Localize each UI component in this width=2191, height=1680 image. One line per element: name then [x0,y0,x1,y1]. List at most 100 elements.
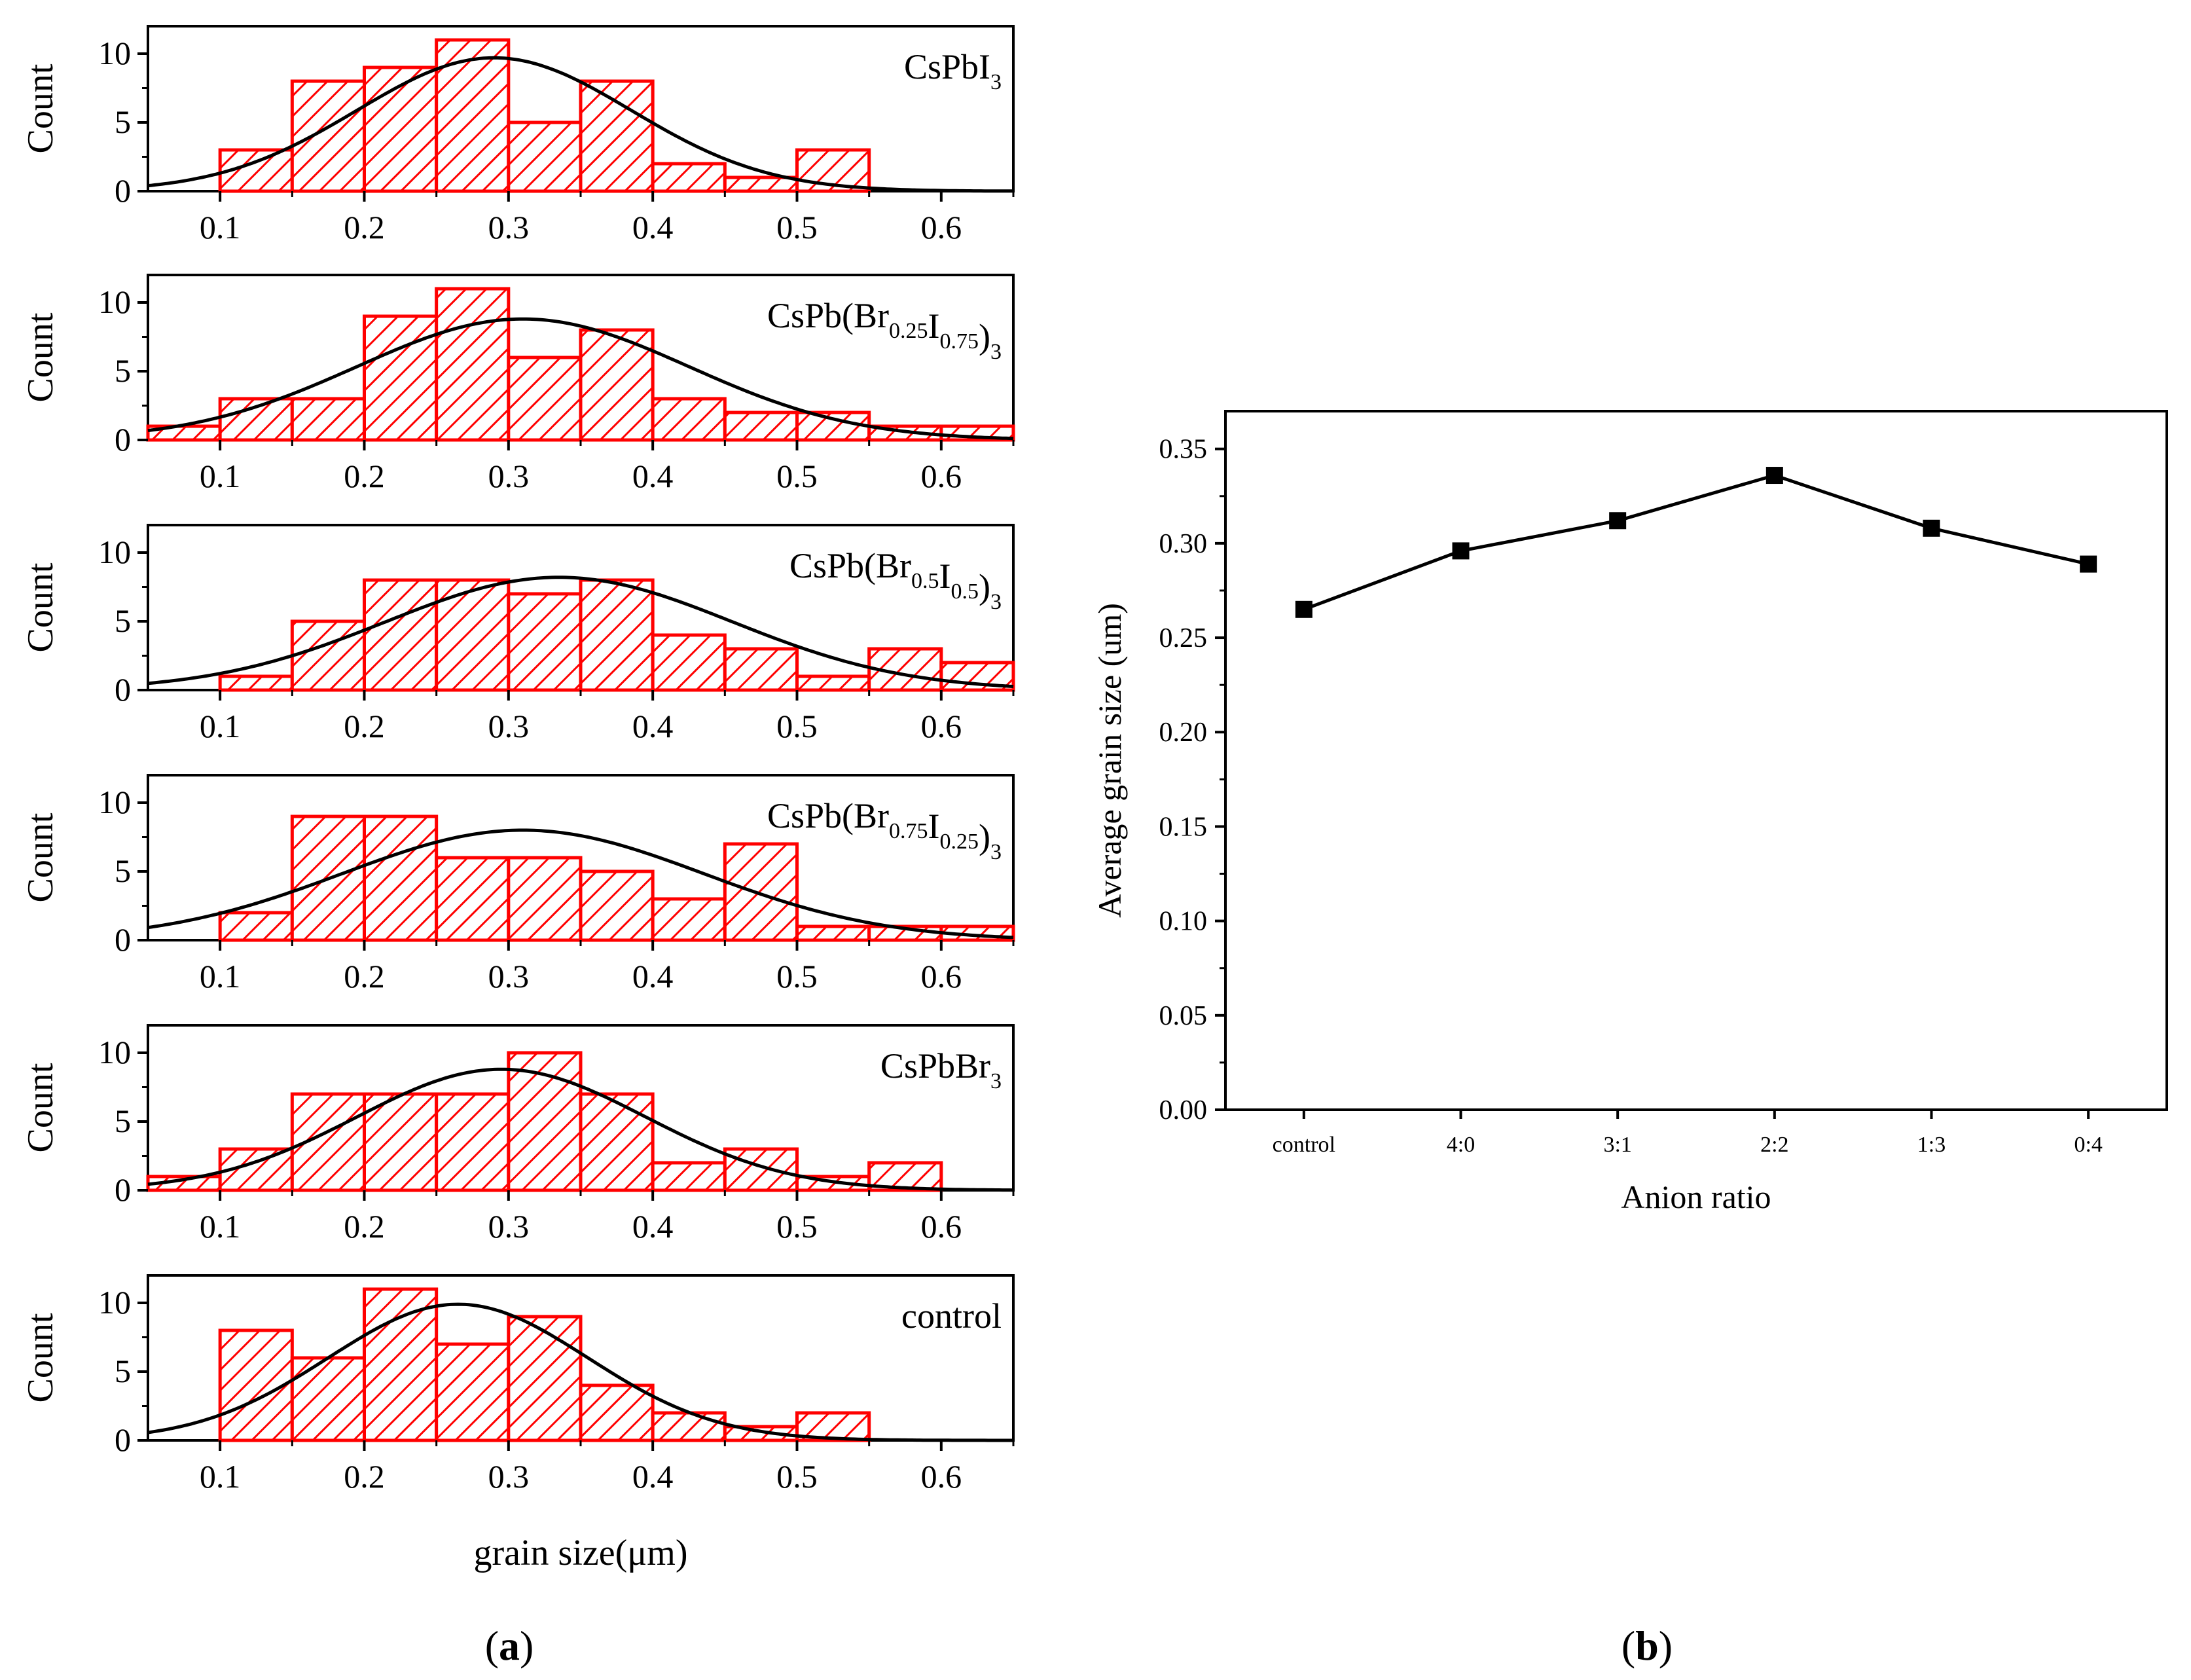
x-tick-label: 0.3 [488,708,530,744]
x-tick-label: 0.4 [632,1458,674,1495]
data-point-marker [1452,542,1470,560]
histogram-subplot-2: 0.1 0.2 0.3 0.4 0.5 0.6 0 5 10 Count CsPb(Br0.25I0… [20,274,1015,494]
gaussian-fit-curve [147,828,1014,940]
histogram-bar [651,633,727,692]
x-tick-label: 0.2 [344,209,385,246]
data-point-marker [1923,519,1940,537]
label-text: control [901,1296,1002,1336]
composition-label: CsPb(Br0.25I0.75)3 [767,296,1002,364]
x-tick-label: 0.4 [632,209,674,246]
histogram-bar [723,175,799,193]
histogram-bar [507,1315,583,1442]
histogram-bar [290,79,367,193]
x-tick-label: 0.3 [488,209,530,246]
histogram-bar [363,578,439,692]
y-axis-label: Count [20,1063,61,1152]
x-tick-label: control [1273,1133,1335,1157]
histogram-bar [435,578,511,692]
x-tick-label: 0.3 [488,1208,530,1245]
label-subscript: 0.5 [951,579,979,604]
gaussian-fit-curve [147,575,1014,688]
label-subscript: 0.75 [940,329,979,354]
y-tick-label: 10 [98,1034,131,1070]
x-tick-label: 0.4 [632,708,674,744]
histogram-bar [363,814,439,942]
histogram-bar [507,356,583,442]
histogram-bar [651,397,727,442]
histogram-bar [435,287,511,442]
x-tick-label: 0.1 [200,458,241,494]
panel-b-caption: (b) [1621,1622,1673,1669]
label-text: CsPb(Br [767,296,889,335]
histogram-bar [651,1161,727,1192]
y-tick-label: 0 [115,1421,131,1458]
x-tick-label: 0.4 [632,1208,674,1245]
x-tick-label: 3:1 [1603,1133,1631,1157]
histogram-bar [435,1092,511,1192]
y-tick-label: 0.00 [1159,1095,1208,1125]
line-chart-panel-b: 0.00 0.05 0.10 0.15 0.20 0.25 0.30 0.35 control 4… [1091,410,2168,1215]
y-tick-label: 0.30 [1159,529,1208,559]
gaussian-fit-curve [147,1302,1013,1442]
y-tick-label: 0.10 [1159,907,1208,937]
histogram-subplot-4: 0.1 0.2 0.3 0.4 0.5 0.6 0 5 10 Count CsPb(Br0.75I0… [20,774,1015,995]
label-text: ) [979,317,990,356]
x-tick-label: 0.6 [921,1458,962,1495]
label-text: I [939,557,951,596]
label-text: I [928,306,940,346]
x-tick-label: 2:2 [1760,1133,1788,1157]
histogram-bar [435,856,511,942]
label-text: CsPb(Br [767,796,889,835]
histogram-bar [579,1383,655,1442]
label-subscript: 0.25 [940,830,979,854]
histogram-bar [507,856,583,942]
y-axis-label: Count [20,64,61,153]
histogram-subplot-1: 0.1 0.2 0.3 0.4 0.5 0.6 0 5 10 Count CsPbI3 [20,25,1015,246]
histogram-bar [218,911,294,942]
histogram-bar [723,1147,799,1192]
x-tick-label: 0.3 [488,458,530,494]
x-tick-label: 0.1 [200,1458,241,1495]
x-tick-label: 0.5 [776,1208,818,1245]
histogram-bar [579,578,655,692]
y-tick-label: 0.05 [1159,1001,1208,1031]
y-tick-label: 5 [115,103,131,140]
histogram-bar [218,397,294,442]
x-tick-label: 0.5 [776,708,818,744]
x-tick-label: 0.5 [776,209,818,246]
panel-a-caption: (a) [485,1622,534,1669]
y-tick-label: 5 [115,852,131,889]
x-tick-label: 0.1 [200,708,241,744]
x-tick-label: 0.2 [344,1208,385,1245]
x-tick-label: 0:4 [2074,1133,2102,1157]
y-tick-label: 0 [115,921,131,958]
x-tick-label: 0.1 [200,1208,241,1245]
y-tick-label: 5 [115,602,131,639]
histogram-bar [723,842,799,942]
histogram-bar [795,924,871,942]
label-subscript: 0.25 [889,319,928,343]
histogram-bar [218,674,294,692]
histogram-subplot-6: 0.1 0.2 0.3 0.4 0.5 0.6 0 5 10 Count control [20,1274,1015,1495]
x-tick-label: 0.5 [776,958,818,995]
plot-frame [1224,410,2168,1111]
composition-label: CsPbI3 [904,47,1002,94]
histogram-bar [363,65,439,193]
y-axis-label: Average grain size (um) [1091,603,1128,918]
histogram-bar [795,411,871,442]
composition-label: CsPbBr3 [880,1046,1002,1093]
label-text: I [928,807,940,846]
data-point-marker [1295,600,1313,618]
gaussian-fit-curve [147,317,1014,441]
composition-label: control [901,1296,1002,1336]
label-subscript: 3 [990,840,1002,864]
x-tick-label: 0.1 [200,958,241,995]
y-tick-label: 10 [98,283,131,320]
histogram-subplot-5: 0.1 0.2 0.3 0.4 0.5 0.6 0 5 10 Count CsPbBr3 [20,1024,1015,1245]
histogram-bar [651,162,727,193]
x-tick-label: 0.6 [921,708,962,744]
series-line [1303,473,2089,612]
composition-label: CsPb(Br0.5I0.5)3 [789,546,1002,614]
